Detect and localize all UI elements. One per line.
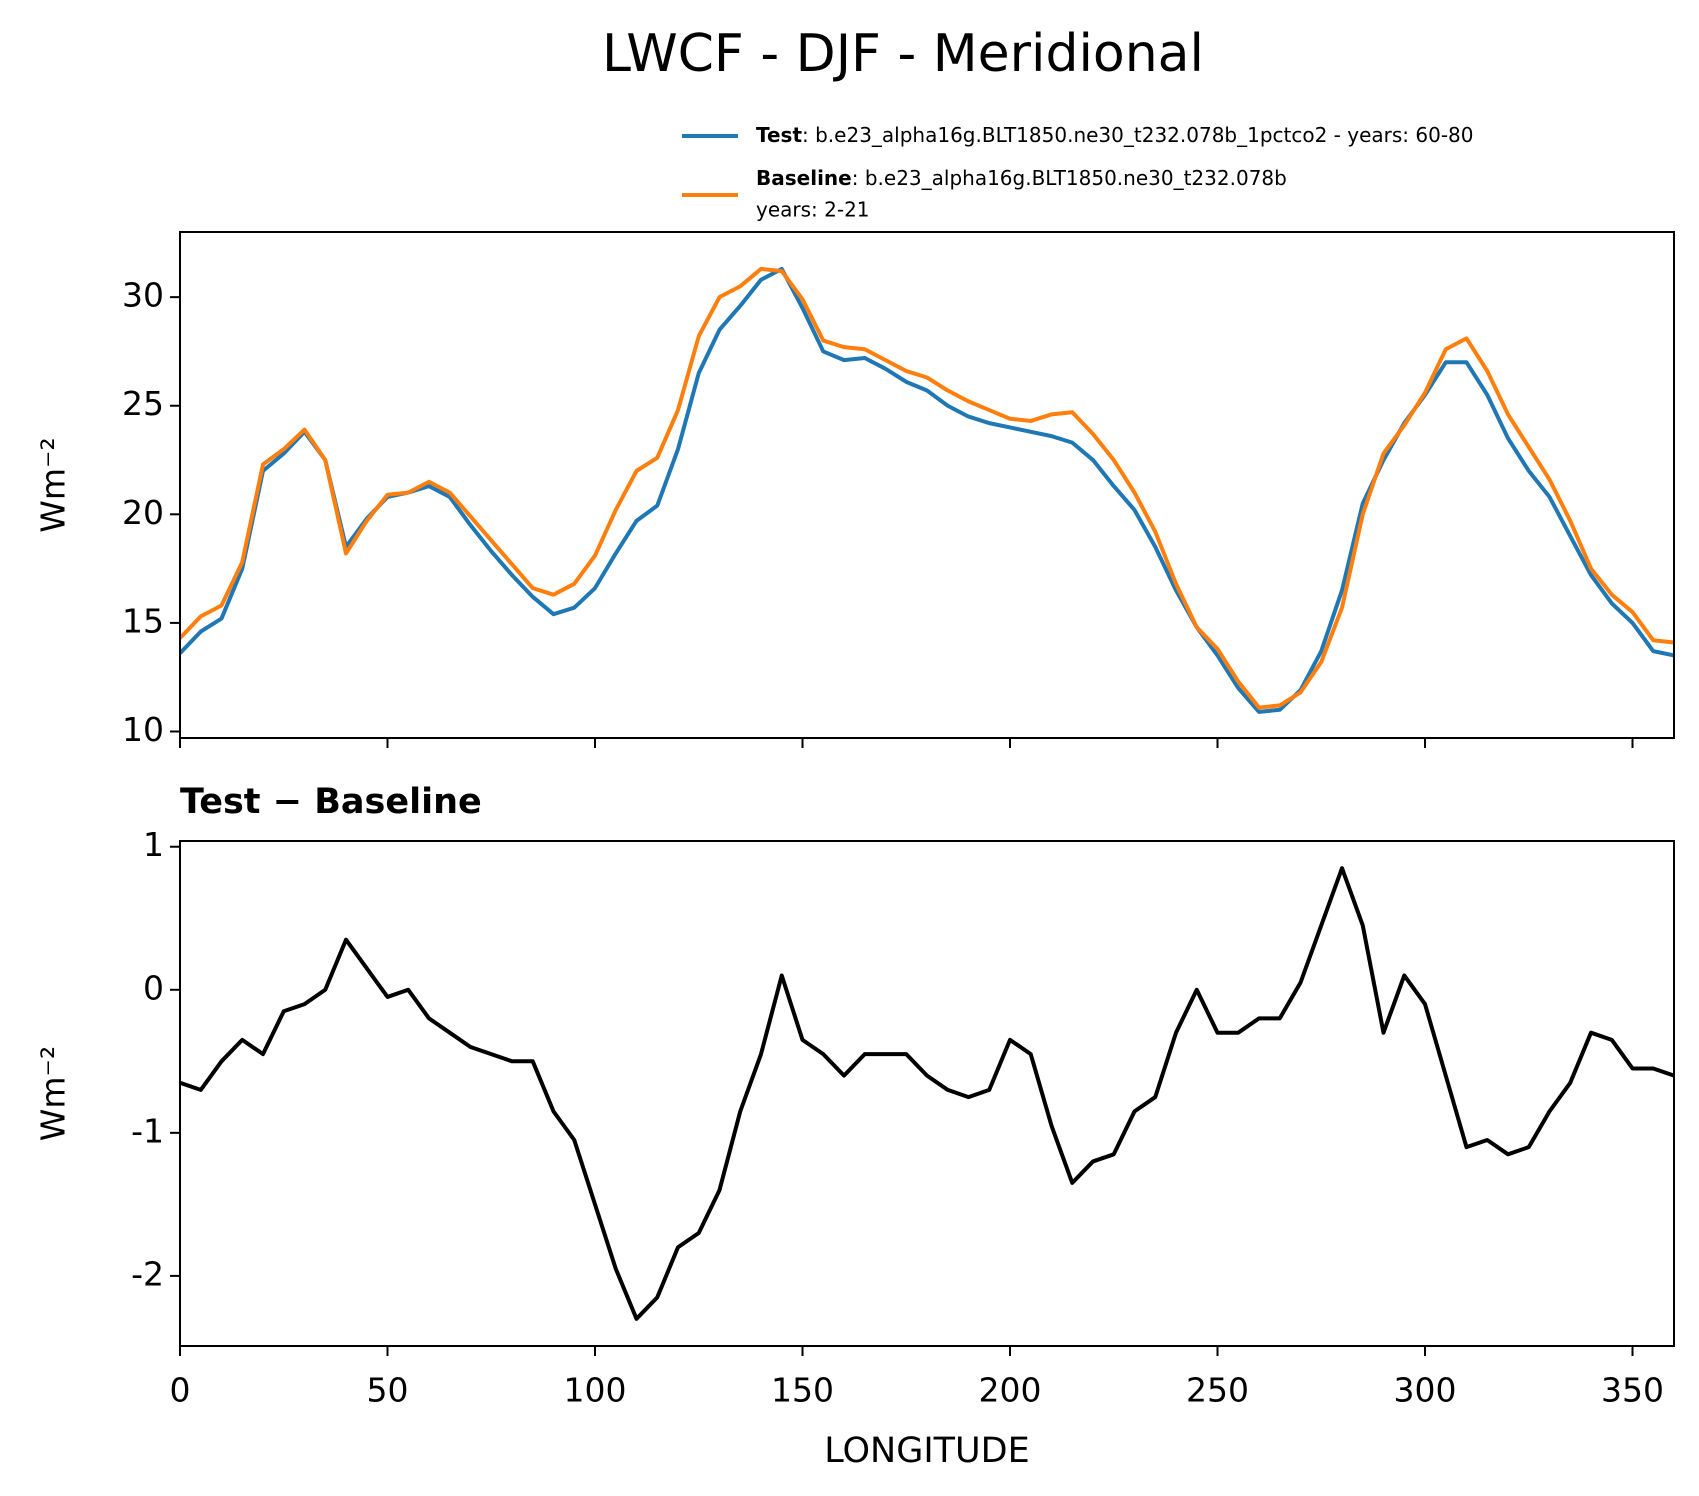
y-tick-label: -2 <box>131 1254 164 1293</box>
y-axis-label: Wm⁻² <box>34 1046 73 1141</box>
data-line <box>180 866 1674 1321</box>
legend-description: : b.e23_alpha16g.BLT1850.ne30_t232.078b_… <box>802 123 1474 147</box>
x-tick-label: 200 <box>979 1371 1042 1410</box>
x-tick-label: 300 <box>1394 1371 1457 1410</box>
y-axis-label: Wm⁻² <box>34 437 73 532</box>
x-tick-label: 50 <box>367 1371 409 1410</box>
legend-entry: Baseline: b.e23_alpha16g.BLT1850.ne30_t2… <box>756 166 1287 190</box>
y-tick-label: 30 <box>122 276 164 315</box>
axes-frame <box>179 231 1675 739</box>
legend-name: Baseline <box>756 166 852 190</box>
x-tick-label: 100 <box>564 1371 627 1410</box>
axes-frame <box>179 840 1675 1347</box>
y-tick-label: 25 <box>122 384 164 423</box>
x-tick-label: 150 <box>771 1371 834 1410</box>
x-axis-label: LONGITUDE <box>824 1431 1030 1471</box>
y-tick-label: 0 <box>143 968 164 1007</box>
x-tick-label: 0 <box>170 1371 191 1410</box>
legend-description: : b.e23_alpha16g.BLT1850.ne30_t232.078b <box>852 166 1287 190</box>
y-tick-label: 15 <box>122 601 164 640</box>
y-tick-label: 1 <box>143 825 164 864</box>
legend-description: years: 2-21 <box>756 198 870 222</box>
subplot-title: Test − Baseline <box>180 782 482 822</box>
y-tick-label: 10 <box>122 710 164 749</box>
x-tick-label: 350 <box>1601 1371 1664 1410</box>
legend-name: Test <box>756 123 802 147</box>
chart-title: LWCF - DJF - Meridional <box>602 24 1204 84</box>
legend-entry: Test: b.e23_alpha16g.BLT1850.ne30_t232.0… <box>756 123 1474 147</box>
y-tick-label: 20 <box>122 493 164 532</box>
x-tick-label: 250 <box>1186 1371 1249 1410</box>
y-tick-label: -1 <box>131 1111 164 1150</box>
data-line <box>180 266 1674 710</box>
